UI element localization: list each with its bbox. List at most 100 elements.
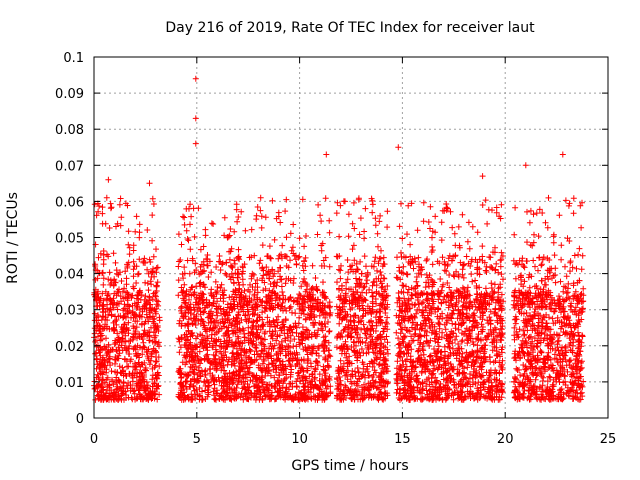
data-point (257, 194, 264, 201)
data-point (290, 221, 297, 228)
data-point (118, 298, 125, 305)
data-point (130, 285, 137, 292)
data-point (275, 313, 282, 320)
data-point (321, 263, 328, 269)
data-point (437, 276, 444, 282)
data-point (451, 230, 458, 237)
data-point (340, 198, 347, 205)
data-point (478, 321, 485, 328)
data-point (258, 213, 265, 220)
data-point (146, 361, 153, 368)
data-point (204, 333, 211, 340)
data-point (112, 259, 119, 266)
data-point (97, 295, 104, 302)
data-point (139, 345, 146, 352)
data-point (131, 300, 138, 307)
data-point (327, 353, 334, 360)
data-point (257, 257, 264, 264)
data-point (302, 254, 309, 261)
data-point (127, 338, 134, 345)
data-point (156, 363, 163, 370)
data-point (208, 220, 215, 227)
data-point (449, 224, 456, 231)
data-point (385, 350, 391, 357)
data-point (241, 287, 248, 294)
data-point (126, 244, 133, 251)
data-point (193, 335, 199, 342)
data-point (92, 276, 99, 283)
data-point (346, 353, 353, 360)
data-point (136, 314, 143, 320)
data-point (144, 333, 151, 339)
data-point (149, 296, 156, 303)
data-points (91, 75, 587, 403)
data-point (116, 347, 123, 354)
data-point (438, 219, 445, 226)
data-point (109, 392, 116, 399)
data-point (113, 377, 120, 384)
data-point (195, 205, 202, 212)
data-point (97, 330, 104, 337)
data-point (275, 209, 282, 216)
data-point (242, 227, 249, 234)
data-point (429, 371, 436, 378)
data-point (143, 367, 149, 374)
data-point (243, 395, 250, 402)
data-point (125, 351, 132, 357)
data-point (154, 279, 161, 286)
data-point (150, 253, 157, 260)
data-point (320, 348, 327, 355)
data-point (130, 273, 137, 280)
data-point (133, 363, 140, 370)
data-point (123, 392, 130, 398)
data-point (133, 295, 140, 302)
data-point (214, 288, 221, 294)
data-point (233, 201, 240, 208)
data-point (315, 201, 322, 208)
data-point (130, 363, 137, 370)
data-point (333, 210, 340, 217)
data-point (464, 238, 471, 245)
data-point (114, 220, 121, 227)
data-point (552, 272, 559, 278)
data-point (121, 355, 128, 362)
data-point (350, 199, 357, 206)
data-point (316, 371, 323, 378)
data-point (154, 341, 161, 348)
data-point (250, 338, 257, 345)
data-point (153, 301, 160, 308)
data-point (123, 382, 130, 389)
data-point (375, 243, 381, 250)
data-point (181, 281, 188, 288)
data-point (236, 340, 243, 347)
data-point (315, 327, 322, 334)
data-point (114, 355, 121, 362)
data-point (113, 317, 120, 323)
data-point (255, 362, 262, 369)
data-point (144, 266, 151, 273)
data-point (376, 218, 383, 225)
data-point (469, 223, 476, 230)
data-point (119, 335, 126, 342)
data-point (136, 287, 143, 294)
data-point (153, 283, 160, 290)
data-point (322, 195, 329, 202)
data-point (283, 234, 290, 241)
data-point (326, 299, 333, 306)
data-point (117, 222, 124, 229)
data-point (107, 347, 114, 354)
data-point (361, 253, 368, 260)
data-point (125, 241, 132, 248)
data-point (133, 280, 140, 286)
data-point (92, 263, 99, 269)
data-point (94, 371, 101, 378)
data-point (107, 205, 114, 212)
data-point (136, 256, 143, 263)
data-point (154, 324, 161, 331)
data-point (326, 328, 332, 335)
data-point (197, 246, 204, 253)
data-point (153, 348, 159, 355)
data-point (125, 363, 132, 370)
data-point (473, 291, 480, 297)
data-point (287, 295, 294, 301)
